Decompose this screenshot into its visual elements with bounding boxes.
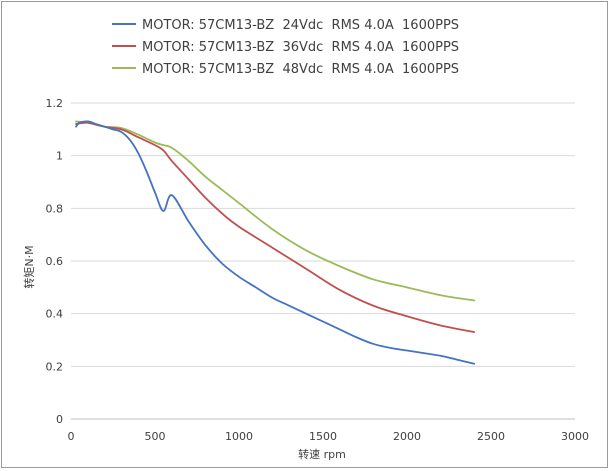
series-lines (75, 120, 476, 365)
x-tick-label-4: 2000 (393, 430, 421, 443)
legend-label-1: MOTOR: 57CM13-BZ 24Vdc RMS 4.0A 1600PPS (142, 18, 459, 33)
gridlines (71, 102, 575, 367)
y-tick-label-6: 1.2 (46, 97, 64, 110)
series-line-3 (75, 120, 476, 302)
y-axis-label: 转矩N·M (22, 245, 36, 288)
y-tick-label-1: 0.2 (46, 360, 64, 373)
legend-label-3: MOTOR: 57CM13-BZ 48Vdc RMS 4.0A 1600PPS (142, 62, 459, 77)
y-tick-label-4: 0.8 (46, 202, 64, 215)
x-tick-label-1: 500 (145, 430, 166, 443)
x-tick-label-6: 3000 (561, 430, 589, 443)
y-tick-label-3: 0.6 (46, 255, 64, 268)
y-tick-label-5: 1 (56, 150, 63, 163)
y-tick-labels: 0 0.2 0.4 0.6 0.8 1 1.2 (46, 97, 64, 426)
x-tick-label-5: 2500 (477, 430, 505, 443)
x-tick-label-2: 1000 (225, 430, 253, 443)
legend: MOTOR: 57CM13-BZ 24Vdc RMS 4.0A 1600PPS M… (112, 18, 459, 77)
y-tick-label-0: 0 (56, 413, 63, 426)
y-tick-label-2: 0.4 (46, 308, 64, 321)
x-axis-label: 转速 rpm (298, 447, 346, 461)
series-line-1 (75, 120, 476, 365)
x-tick-label-3: 1500 (309, 430, 337, 443)
line-chart: MOTOR: 57CM13-BZ 24Vdc RMS 4.0A 1600PPS M… (22, 18, 590, 461)
x-tick-labels: 0 500 1000 1500 2000 2500 3000 (68, 430, 590, 443)
series-line-2 (75, 121, 476, 333)
x-tick-label-0: 0 (68, 430, 75, 443)
legend-label-2: MOTOR: 57CM13-BZ 36Vdc RMS 4.0A 1600PPS (142, 40, 459, 55)
